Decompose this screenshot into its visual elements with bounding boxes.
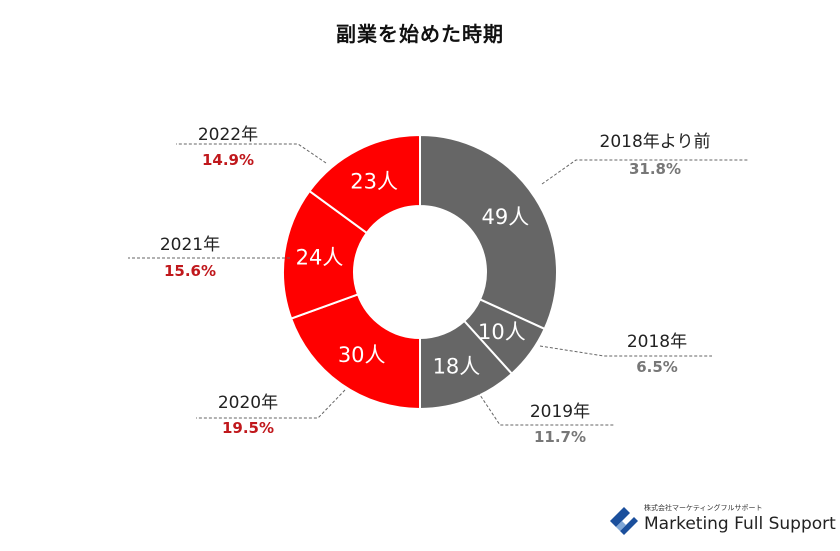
percent-label: 11.7%	[534, 428, 586, 446]
logo-company-jp: 株式会社マーケティングフルサポート	[644, 504, 763, 512]
company-logo: 株式会社マーケティングフルサポート Marketing Full Support	[608, 501, 836, 541]
percent-label: 19.5%	[222, 419, 274, 437]
donut-slice	[289, 293, 421, 411]
percent-label: 14.9%	[202, 151, 254, 169]
slice-value-label: 18人	[433, 355, 481, 379]
logo-company-name: Marketing Full Support	[644, 514, 836, 534]
percent-label: 6.5%	[636, 358, 678, 376]
category-label: 2022年	[198, 125, 258, 145]
slice-value-label: 24人	[296, 246, 344, 270]
leader-line	[196, 389, 346, 419]
leader-line	[176, 143, 327, 164]
category-label: 2021年	[160, 235, 220, 255]
leader-line	[539, 345, 712, 357]
slice-value-label: 30人	[338, 343, 386, 367]
slice-value-label: 10人	[478, 320, 526, 344]
slice-value-label: 49人	[482, 205, 530, 229]
donut-slice	[308, 133, 421, 235]
leader-line	[541, 159, 748, 185]
leader-line	[477, 391, 614, 426]
chart-title: 副業を始めた時期	[336, 22, 504, 46]
category-label: 2020年	[218, 393, 278, 413]
category-label: 2019年	[530, 402, 590, 422]
slice-value-label: 23人	[350, 169, 398, 193]
category-label: 2018年	[627, 332, 687, 352]
donut-slice	[419, 133, 558, 331]
percent-label: 31.8%	[629, 160, 681, 178]
percent-label: 15.6%	[164, 262, 216, 280]
mfs-logo-icon	[610, 507, 638, 535]
category-label: 2018年より前	[600, 132, 711, 152]
